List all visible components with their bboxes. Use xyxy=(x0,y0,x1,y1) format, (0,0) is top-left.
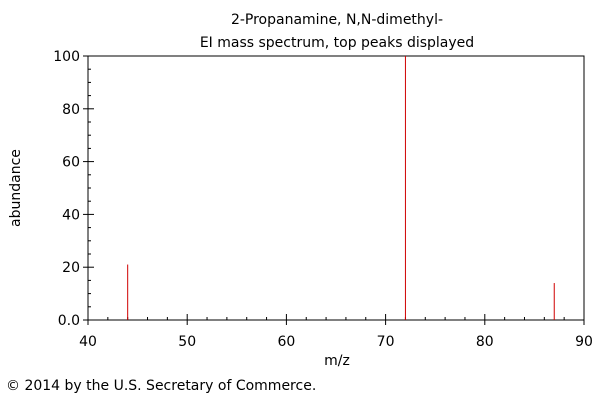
y-tick-label: 20 xyxy=(62,260,80,276)
x-tick-label: 80 xyxy=(476,334,494,350)
plot-frame xyxy=(87,55,585,321)
x-tick-label: 60 xyxy=(277,334,295,350)
axis-ticks: 40 50 60 70 80 90 0.0 20 40 60 80 100 xyxy=(53,49,593,350)
chart-subtitle: EI mass spectrum, top peaks displayed xyxy=(200,35,474,51)
y-tick-label: 40 xyxy=(62,207,80,223)
peak-series xyxy=(127,56,555,320)
x-tick-label: 90 xyxy=(575,334,593,350)
y-tick-label: 0.0 xyxy=(58,313,80,329)
chart-title: 2-Propanamine, N,N-dimethyl- xyxy=(231,12,443,28)
y-axis-label: abundance xyxy=(8,149,24,227)
x-tick-label: 50 xyxy=(178,334,196,350)
x-axis-label: m/z xyxy=(324,353,350,369)
x-tick-label: 40 xyxy=(79,334,97,350)
x-tick-label: 70 xyxy=(377,334,395,350)
y-tick-label: 80 xyxy=(62,102,80,118)
copyright-notice: © 2014 by the U.S. Secretary of Commerce… xyxy=(6,378,317,394)
y-tick-label: 100 xyxy=(53,49,80,65)
y-tick-label: 60 xyxy=(62,155,80,171)
